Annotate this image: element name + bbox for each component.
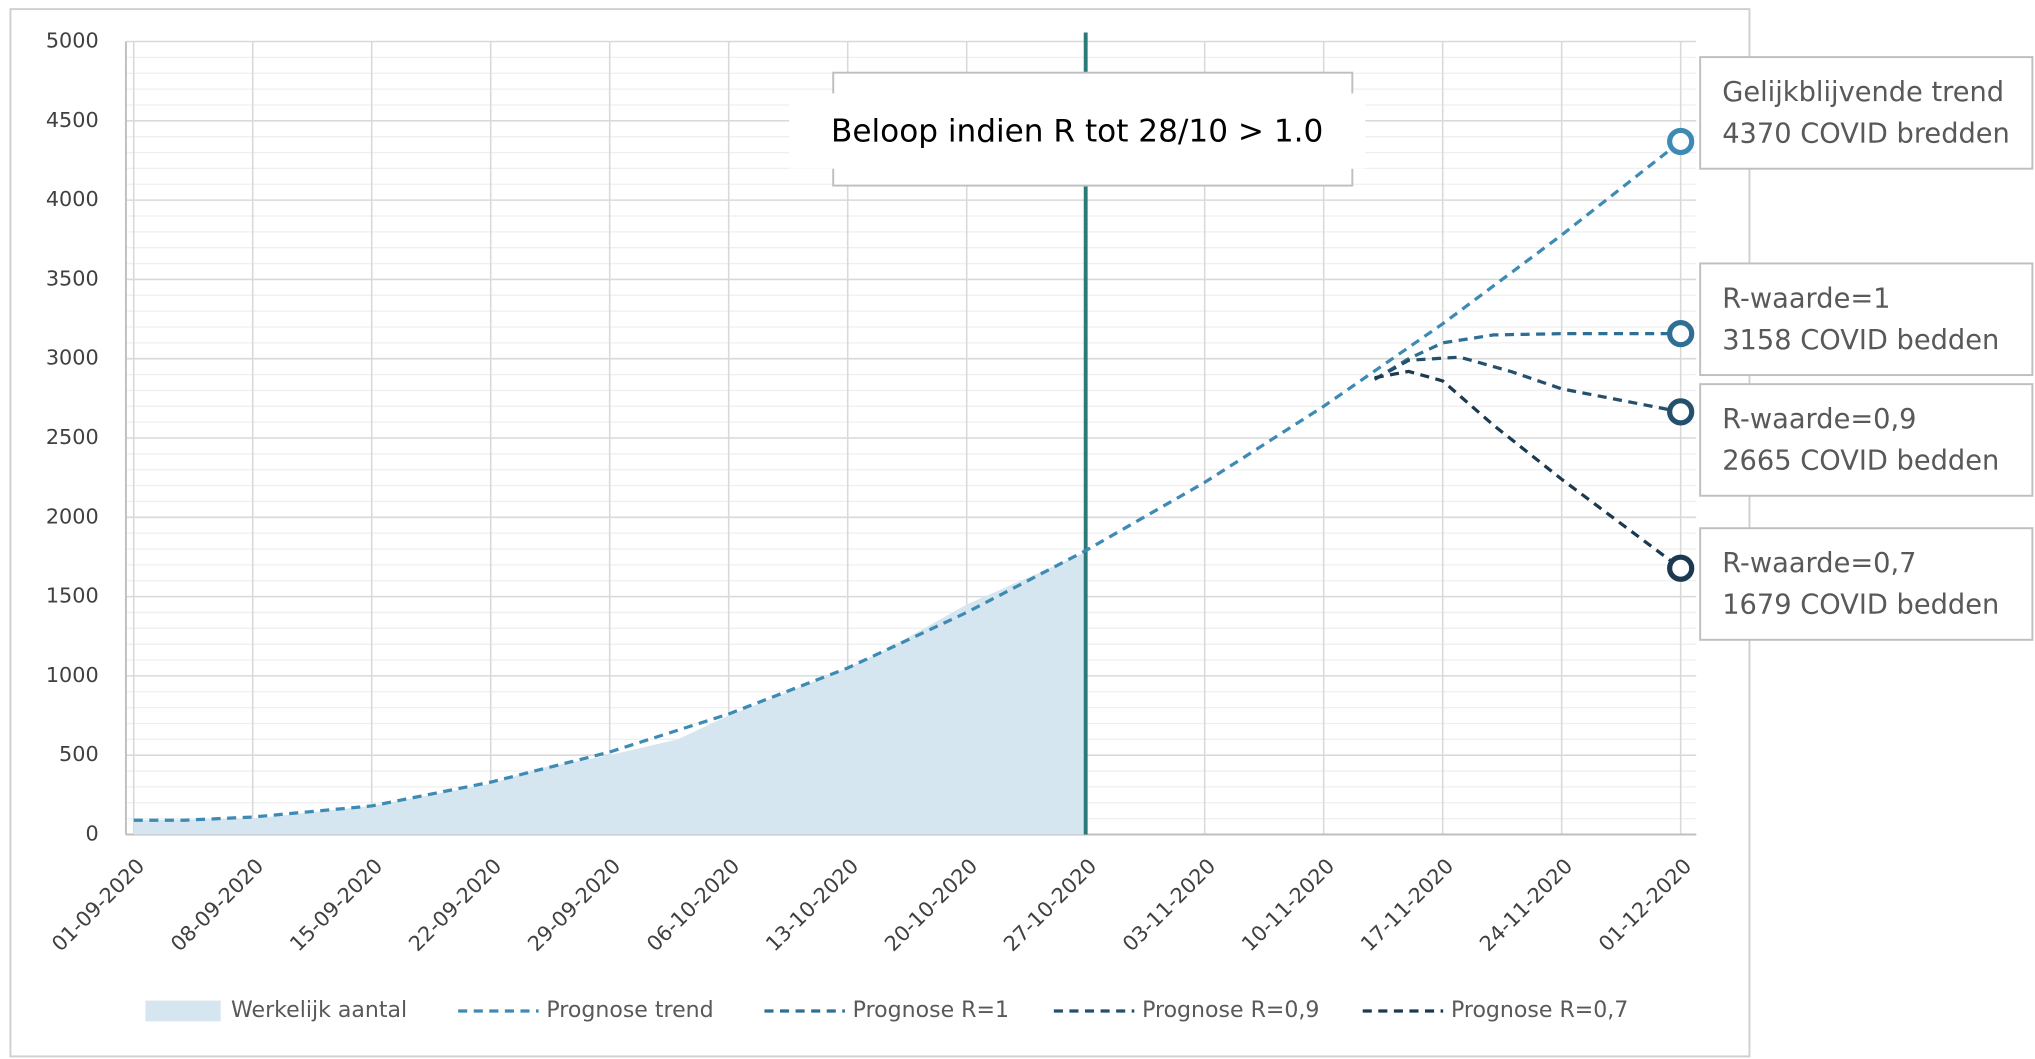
end-marker xyxy=(1667,320,1695,348)
y-tick-label: 0 xyxy=(85,821,98,845)
annotation: Beloop indien R tot 28/10 > 1.0 xyxy=(831,113,1323,149)
y-tick-label: 500 xyxy=(59,742,99,766)
y-tick-label: 1000 xyxy=(46,663,99,687)
legend-label: Prognose trend xyxy=(546,998,713,1023)
callout-text: R-waarde=1 xyxy=(1722,283,1890,314)
y-tick-label: 4000 xyxy=(46,187,99,211)
legend-label: Werkelijk aantal xyxy=(231,998,407,1023)
callout-text: R-waarde=0,7 xyxy=(1722,548,1916,579)
legend-label: Prognose R=1 xyxy=(853,998,1009,1023)
line xyxy=(1373,355,1681,414)
callout-box xyxy=(1699,56,2034,170)
callout-box xyxy=(1699,262,2034,377)
callout-text: R-waarde=0,9 xyxy=(1722,404,1916,435)
line xyxy=(133,140,1682,822)
callout-text: 1679 COVID bedden xyxy=(1722,590,1999,621)
y-tick-label: 2000 xyxy=(46,504,99,528)
callout-text: Gelijkblijvende trend xyxy=(1722,77,2004,108)
area xyxy=(133,552,1086,835)
callout-text: 2665 COVID bedden xyxy=(1722,446,1999,477)
legend-label: Prognose R=0,9 xyxy=(1142,998,1319,1023)
callout-box xyxy=(1699,527,2034,641)
end-marker xyxy=(1667,398,1695,426)
end-marker xyxy=(1667,127,1695,156)
y-tick-label: 3500 xyxy=(46,266,99,290)
y-tick-label: 4500 xyxy=(46,108,99,132)
callout-text: 4370 COVID bredden xyxy=(1722,118,2010,149)
legend-swatch xyxy=(145,1000,221,1022)
callout-text: 3158 COVID bedden xyxy=(1722,325,1999,356)
y-tick-label: 2500 xyxy=(46,425,99,449)
y-tick-label: 3000 xyxy=(46,346,99,370)
end-marker xyxy=(1667,554,1695,582)
y-tick-label: 5000 xyxy=(46,29,99,53)
callout-box xyxy=(1699,383,2034,497)
annotation-box xyxy=(789,93,1366,169)
y-tick-label: 1500 xyxy=(46,584,99,608)
legend-label: Prognose R=0,7 xyxy=(1451,998,1628,1023)
